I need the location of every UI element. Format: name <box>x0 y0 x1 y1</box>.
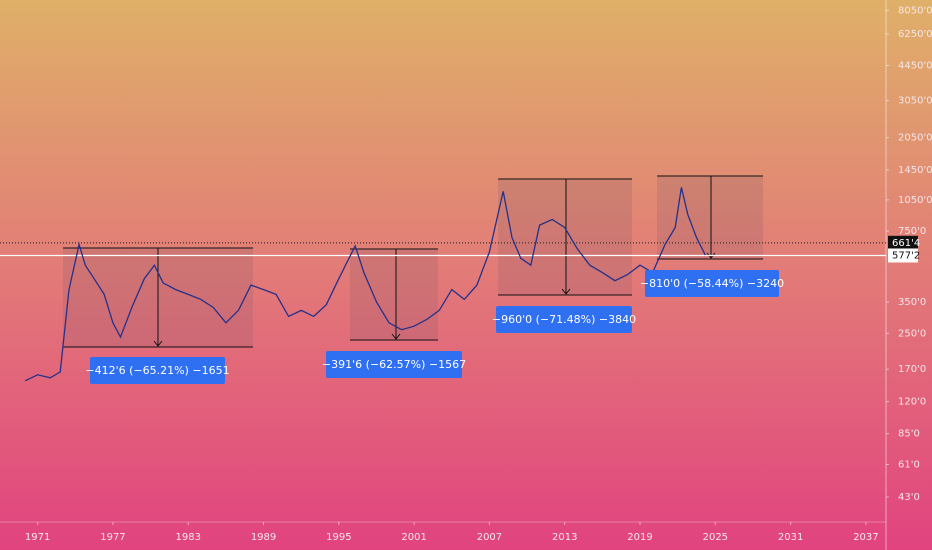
x-tick-label: 1971 <box>25 532 50 543</box>
y-tick-label: 6250'0 <box>898 29 932 40</box>
measure-label: −810'0 (−58.44%) −3240 <box>640 270 784 297</box>
y-tick-label: 750'0 <box>898 226 926 237</box>
measure-label-bg <box>496 306 632 333</box>
y-tick-label: 1050'0 <box>898 195 932 206</box>
y-tick-label: 85'0 <box>898 429 920 440</box>
measure-arrowhead <box>153 340 163 347</box>
y-tick-label: 61'0 <box>898 460 920 471</box>
measure-label: −960'0 (−71.48%) −3840 <box>492 306 636 333</box>
y-tick-label: 8050'0 <box>898 5 932 16</box>
price-label-bg <box>888 248 918 263</box>
y-tick-label: 4450'0 <box>898 61 932 72</box>
measure-label-text: −960'0 (−71.48%) −3840 <box>492 313 636 326</box>
x-tick-label: 2037 <box>853 532 878 543</box>
x-tick-label: 2019 <box>627 532 652 543</box>
price-label: 661'4 <box>892 238 920 249</box>
measure-box <box>657 176 763 259</box>
measure-label-bg <box>90 357 225 384</box>
measure-label-text: −391'6 (−62.57%) −1567 <box>322 358 466 371</box>
x-tick-label: 2031 <box>778 532 803 543</box>
x-tick-label: 1977 <box>100 532 125 543</box>
measure-label-bg <box>645 270 779 297</box>
price-label-bg <box>888 235 918 250</box>
y-tick-label: 350'0 <box>898 297 926 308</box>
measure-arrowhead <box>706 252 716 259</box>
measure-label: −391'6 (−62.57%) −1567 <box>322 351 466 378</box>
price-label: 577'2 <box>892 250 920 261</box>
x-tick-label: 2013 <box>552 532 577 543</box>
y-tick-label: 2050'0 <box>898 133 932 144</box>
y-tick-label: 43'0 <box>898 492 920 503</box>
measure-arrowhead <box>561 288 571 295</box>
x-tick-label: 1995 <box>326 532 351 543</box>
measure-label-text: −810'0 (−58.44%) −3240 <box>640 277 784 290</box>
measure-label-text: −412'6 (−65.21%) −1651 <box>85 364 229 377</box>
y-tick-label: 170'0 <box>898 364 926 375</box>
x-tick-label: 1983 <box>176 532 201 543</box>
x-tick-label: 2025 <box>703 532 728 543</box>
price-line-series <box>24 187 706 382</box>
measure-label: −412'6 (−65.21%) −1651 <box>85 357 230 384</box>
y-tick-label: 120'0 <box>898 397 926 408</box>
x-tick-label: 2007 <box>477 532 502 543</box>
y-tick-label: 3050'0 <box>898 96 932 107</box>
measure-box <box>498 179 632 295</box>
measure-arrowhead <box>391 333 401 340</box>
y-tick-label: 250'0 <box>898 328 926 339</box>
x-tick-label: 1989 <box>251 532 276 543</box>
measure-box <box>350 249 438 340</box>
x-tick-label: 2001 <box>401 532 426 543</box>
y-tick-label: 1450'0 <box>898 165 932 176</box>
measure-label-bg <box>326 351 462 378</box>
